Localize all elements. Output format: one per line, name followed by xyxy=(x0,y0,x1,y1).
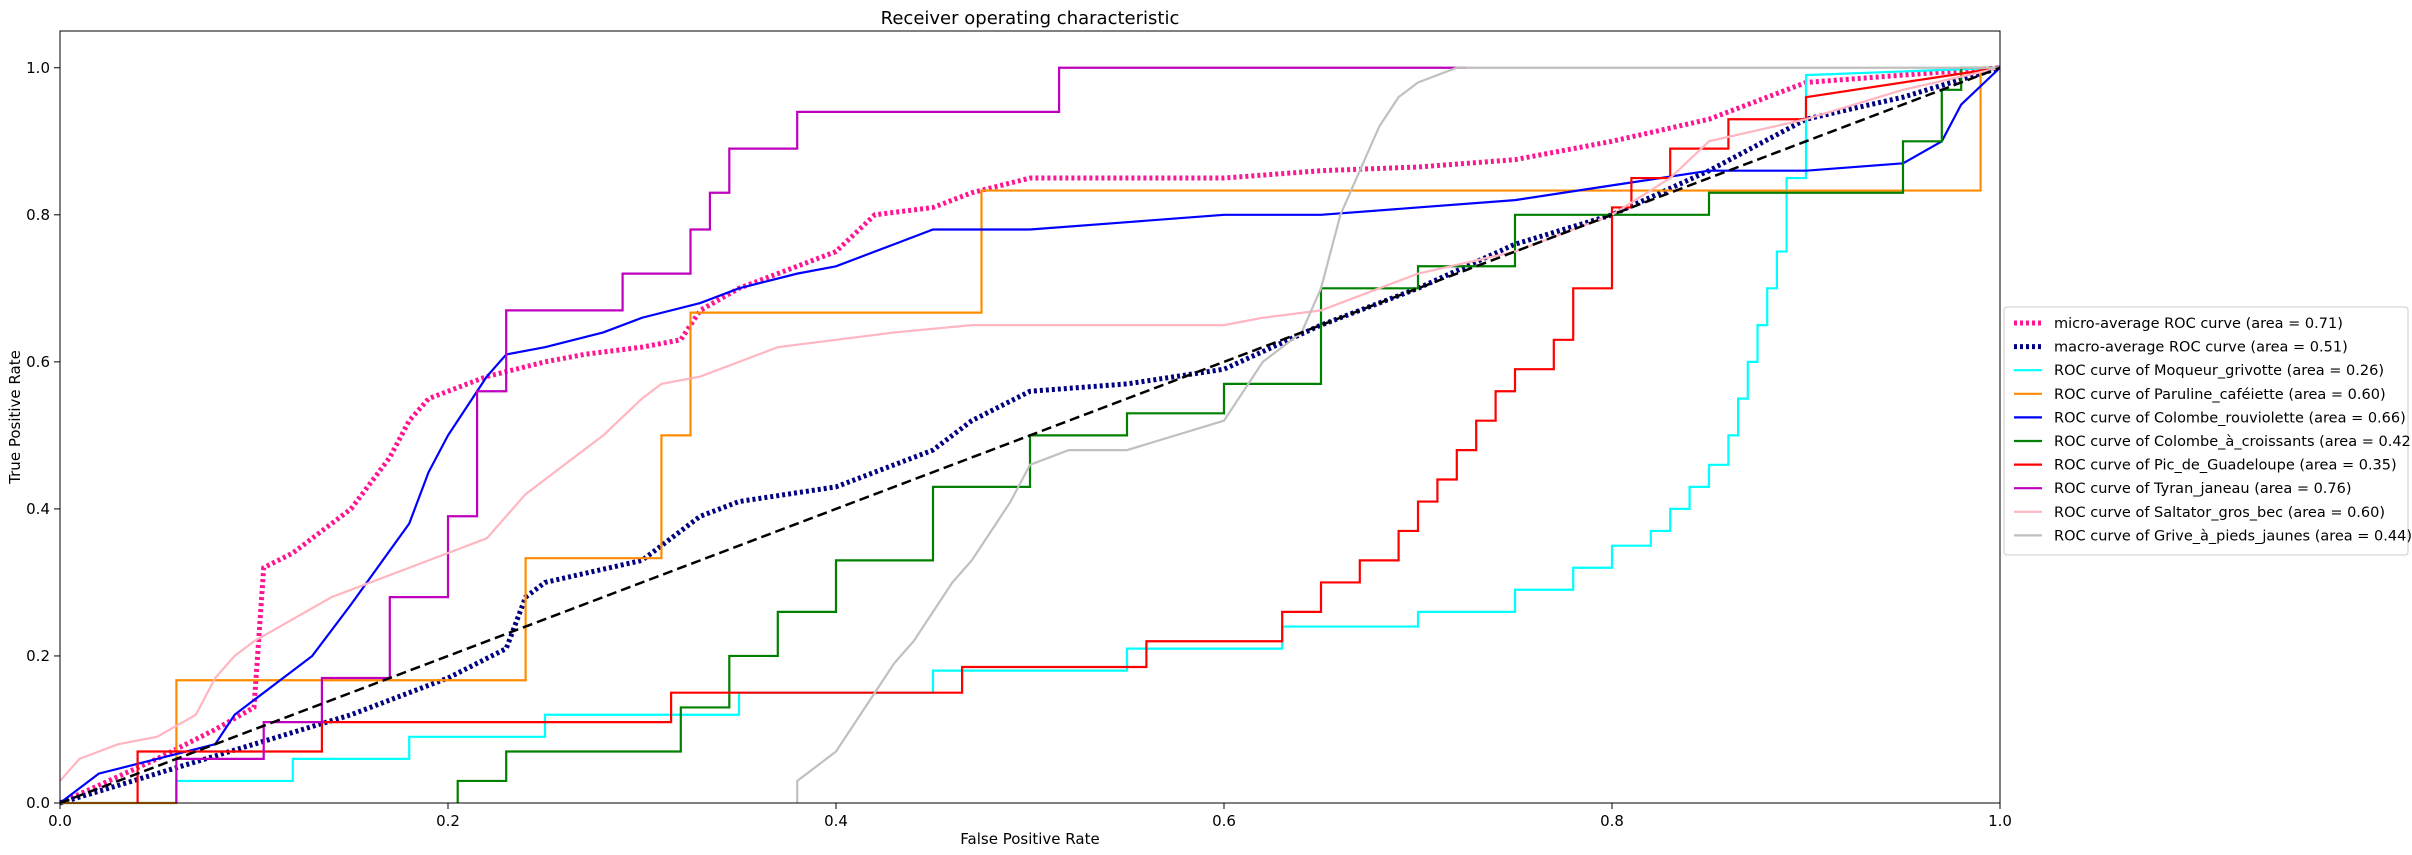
legend-label: ROC curve of Moqueur_grivotte (area = 0.… xyxy=(2054,363,2384,379)
series-line-9 xyxy=(796,66,2000,803)
x-tick-label: 0.4 xyxy=(824,812,848,830)
y-tick-label: 0.8 xyxy=(26,206,50,224)
x-tick-label: 1.0 xyxy=(1988,812,2012,830)
y-tick-label: 0.2 xyxy=(26,647,50,665)
series-line-5 xyxy=(456,66,2000,803)
chance-diagonal-line xyxy=(59,66,2001,805)
legend-label: micro-average ROC curve (area = 0.71) xyxy=(2054,316,2343,332)
series-line-2 xyxy=(60,66,2001,805)
y-tick-label: 0.0 xyxy=(26,794,50,812)
chart-title: Receiver operating characteristic xyxy=(881,8,1180,29)
x-axis-title: False Positive Rate xyxy=(960,830,1099,848)
series-line-7 xyxy=(175,66,1467,803)
legend-label: ROC curve of Grive_à_pieds_jaunes (area … xyxy=(2054,528,2412,544)
series-line-6 xyxy=(136,66,2001,803)
series-line-1 xyxy=(59,65,2001,806)
legend: micro-average ROC curve (area = 0.71) mac… xyxy=(2003,306,2412,556)
x-tick-label: 0.8 xyxy=(1600,812,1624,830)
series-line-3 xyxy=(60,66,2000,805)
y-tick-label: 1.0 xyxy=(26,59,50,77)
series-line-4 xyxy=(59,66,2001,804)
legend-label: ROC curve of Pic_de_Guadeloupe (area = 0… xyxy=(2054,458,2397,474)
x-tick-label: 0.6 xyxy=(1212,812,1236,830)
x-tick-label: 0.2 xyxy=(436,812,460,830)
legend-label: ROC curve of Paruline_caféiette (area = … xyxy=(2054,387,2386,403)
y-tick-label: 0.6 xyxy=(26,353,50,371)
legend-label: ROC curve of Colombe_rouviolette (area =… xyxy=(2054,410,2406,426)
series-layer xyxy=(58,65,2001,806)
legend-label: macro-average ROC curve (area = 0.51) xyxy=(2054,340,2348,356)
plot-frame xyxy=(59,30,2001,804)
series-line-8 xyxy=(59,66,2001,782)
y-tick-label: 0.4 xyxy=(26,500,50,518)
legend-box xyxy=(2003,306,2409,556)
legend-label: ROC curve of Colombe_à_croissants (area … xyxy=(2054,434,2412,450)
x-tick-label: 0.0 xyxy=(48,812,72,830)
ticks-layer: 0.0 0.2 0.4 0.6 0.8 1.0 0.0 0.2 0.4 0.6 0.8 1.0 xyxy=(26,59,2012,830)
legend-label: ROC curve of Saltator_gros_bec (area = 0… xyxy=(2054,505,2385,521)
y-axis-title: True Positive Rate xyxy=(6,350,24,485)
legend-label: ROC curve of Tyran_janeau (area = 0.76) xyxy=(2054,481,2352,497)
